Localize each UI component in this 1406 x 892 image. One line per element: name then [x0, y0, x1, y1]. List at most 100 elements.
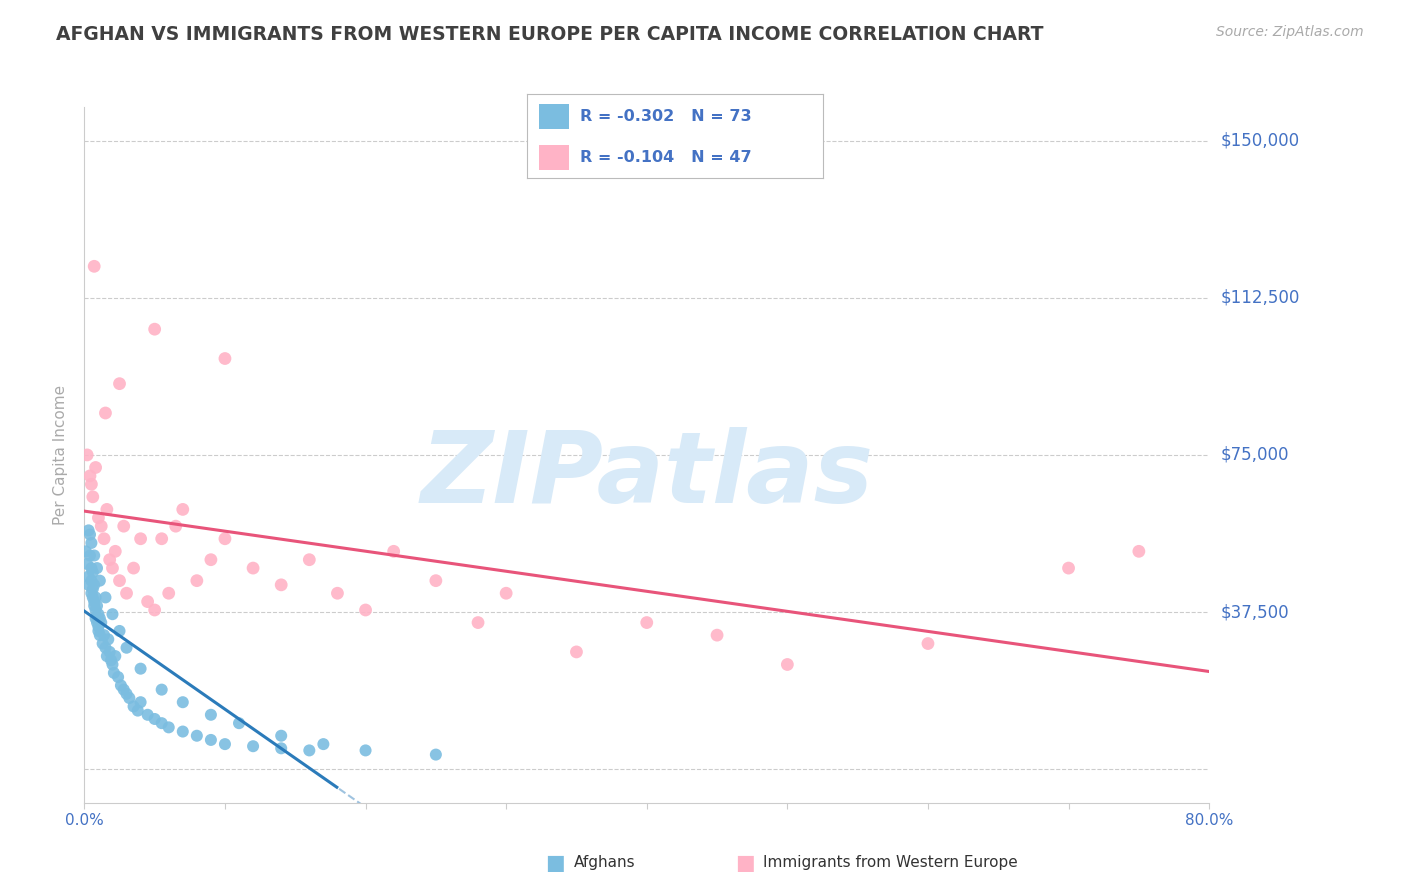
- Point: [112, 519, 135, 533]
- Point: [75, 544, 97, 558]
- Point: [101, 561, 124, 575]
- Text: $75,000: $75,000: [1220, 446, 1289, 464]
- Text: ■: ■: [546, 853, 565, 872]
- Point: [93, 532, 115, 546]
- Point: [89, 574, 111, 588]
- Point: [150, 716, 173, 731]
- Point: [82, 566, 104, 580]
- Point: [425, 747, 447, 762]
- Point: [150, 682, 173, 697]
- Text: Source: ZipAtlas.com: Source: ZipAtlas.com: [1216, 25, 1364, 39]
- Point: [157, 720, 180, 734]
- Point: [122, 699, 145, 714]
- Point: [103, 665, 125, 680]
- Y-axis label: Per Capita Income: Per Capita Income: [53, 384, 69, 525]
- Point: [214, 351, 236, 366]
- Point: [80, 574, 103, 588]
- Point: [87, 624, 110, 638]
- Point: [76, 557, 98, 571]
- Point: [94, 406, 117, 420]
- Point: [214, 532, 236, 546]
- Point: [110, 678, 132, 692]
- Point: [82, 591, 104, 605]
- FancyBboxPatch shape: [538, 103, 568, 129]
- Point: [82, 490, 104, 504]
- Point: [80, 477, 103, 491]
- Point: [326, 586, 349, 600]
- Point: [101, 607, 124, 622]
- Point: [108, 624, 131, 638]
- Point: [89, 611, 111, 625]
- Point: [100, 653, 122, 667]
- Point: [122, 561, 145, 575]
- Point: [104, 544, 127, 558]
- Point: [79, 527, 101, 541]
- Text: ZIPatlas: ZIPatlas: [420, 427, 873, 524]
- Text: Afghans: Afghans: [574, 855, 636, 870]
- Point: [86, 615, 108, 630]
- Point: [467, 615, 489, 630]
- Text: Immigrants from Western Europe: Immigrants from Western Europe: [763, 855, 1018, 870]
- Point: [115, 586, 138, 600]
- Point: [97, 632, 120, 647]
- Point: [172, 502, 194, 516]
- Point: [79, 549, 101, 563]
- Point: [83, 594, 105, 608]
- Point: [77, 578, 100, 592]
- Point: [917, 636, 939, 650]
- Point: [87, 510, 110, 524]
- Point: [89, 628, 111, 642]
- Point: [94, 640, 117, 655]
- Point: [83, 260, 105, 274]
- Text: R = -0.104   N = 47: R = -0.104 N = 47: [581, 150, 752, 165]
- Point: [298, 743, 321, 757]
- Point: [96, 502, 118, 516]
- Point: [495, 586, 517, 600]
- Point: [354, 603, 377, 617]
- Point: [200, 707, 222, 722]
- Point: [129, 532, 152, 546]
- Point: [136, 594, 159, 608]
- Point: [90, 615, 112, 630]
- Point: [118, 691, 141, 706]
- Point: [312, 737, 335, 751]
- Point: [1128, 544, 1150, 558]
- Point: [214, 737, 236, 751]
- Point: [91, 636, 114, 650]
- Point: [83, 599, 105, 613]
- Point: [108, 574, 131, 588]
- Point: [186, 729, 208, 743]
- Text: AFGHAN VS IMMIGRANTS FROM WESTERN EUROPE PER CAPITA INCOME CORRELATION CHART: AFGHAN VS IMMIGRANTS FROM WESTERN EUROPE…: [56, 25, 1043, 44]
- Point: [96, 649, 118, 664]
- Text: $37,500: $37,500: [1220, 603, 1289, 621]
- Point: [129, 695, 152, 709]
- Point: [77, 524, 100, 538]
- Text: R = -0.302   N = 73: R = -0.302 N = 73: [581, 109, 752, 124]
- Point: [165, 519, 187, 533]
- Point: [228, 716, 250, 731]
- Point: [706, 628, 728, 642]
- Point: [270, 729, 292, 743]
- Point: [636, 615, 658, 630]
- Point: [83, 578, 105, 592]
- Point: [565, 645, 588, 659]
- Point: [94, 591, 117, 605]
- Point: [382, 544, 405, 558]
- Point: [80, 536, 103, 550]
- Point: [270, 578, 292, 592]
- Point: [108, 376, 131, 391]
- Point: [186, 574, 208, 588]
- FancyBboxPatch shape: [538, 145, 568, 169]
- Point: [84, 591, 107, 605]
- Point: [107, 670, 129, 684]
- Point: [79, 468, 101, 483]
- Point: [86, 599, 108, 613]
- Point: [80, 561, 103, 575]
- Point: [129, 662, 152, 676]
- Point: [136, 707, 159, 722]
- Point: [80, 586, 103, 600]
- Point: [298, 552, 321, 566]
- Point: [1057, 561, 1080, 575]
- Point: [90, 519, 112, 533]
- Point: [127, 704, 149, 718]
